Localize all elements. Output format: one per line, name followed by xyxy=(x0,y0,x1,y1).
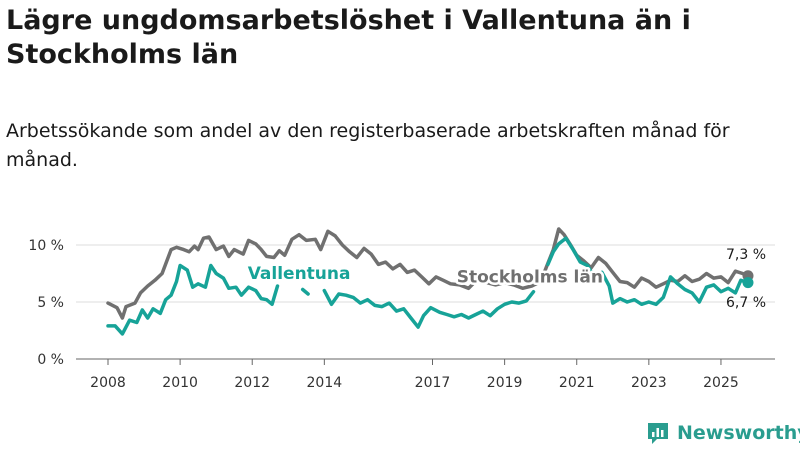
y-tick-label: 5 % xyxy=(37,295,64,311)
gridlines xyxy=(76,244,775,303)
x-tick-label: 2021 xyxy=(559,375,595,391)
series-line-vallentuna xyxy=(106,263,280,336)
series-line-vallentuna xyxy=(322,288,536,329)
x-tick-label: 2010 xyxy=(162,375,198,391)
newsworthy-logo-icon xyxy=(648,423,668,444)
y-axis-tick-labels: 0 % 5 % 10 % xyxy=(28,238,64,368)
series-line-stockholms-l-n xyxy=(106,227,750,320)
page-title: Lägre ungdomsarbetslöshet i Vallentuna ä… xyxy=(6,5,691,70)
series-line-vallentuna xyxy=(300,287,310,296)
x-tick-label: 2023 xyxy=(631,375,667,391)
x-tick-label: 2012 xyxy=(234,375,270,391)
y-tick-label: 10 % xyxy=(28,238,64,254)
x-axis: 2008 2010 2012 2014 2017 2019 2021 2023 2025 xyxy=(76,358,775,391)
x-tick-label: 2025 xyxy=(703,375,739,391)
x-tick-label: 2008 xyxy=(90,375,126,391)
brand-name: Newsworthy xyxy=(677,422,800,444)
series-label-vallentuna: Vallentuna xyxy=(248,264,351,284)
y-tick-label: 0 % xyxy=(37,352,64,368)
series-line-vallentuna xyxy=(546,236,750,307)
x-tick-label: 2014 xyxy=(307,375,343,391)
end-value-label-vallentuna: 6,7 % xyxy=(726,295,766,311)
chart-subtitle: Arbetssökande som andel av den registerb… xyxy=(6,120,730,171)
series-label-stockholms-l-n: Stockholms län xyxy=(457,268,603,288)
series-lines xyxy=(106,227,754,336)
end-point-vallentuna xyxy=(742,277,754,289)
end-value-label-stockholms-l-n: 7,3 % xyxy=(726,247,766,263)
x-tick-label: 2017 xyxy=(415,375,451,391)
series-labels: 7,3 % 6,7 % Vallentuna Stockholms län xyxy=(245,247,766,311)
x-tick-label: 2019 xyxy=(487,375,523,391)
newsworthy-brand: Newsworthy xyxy=(645,418,800,448)
